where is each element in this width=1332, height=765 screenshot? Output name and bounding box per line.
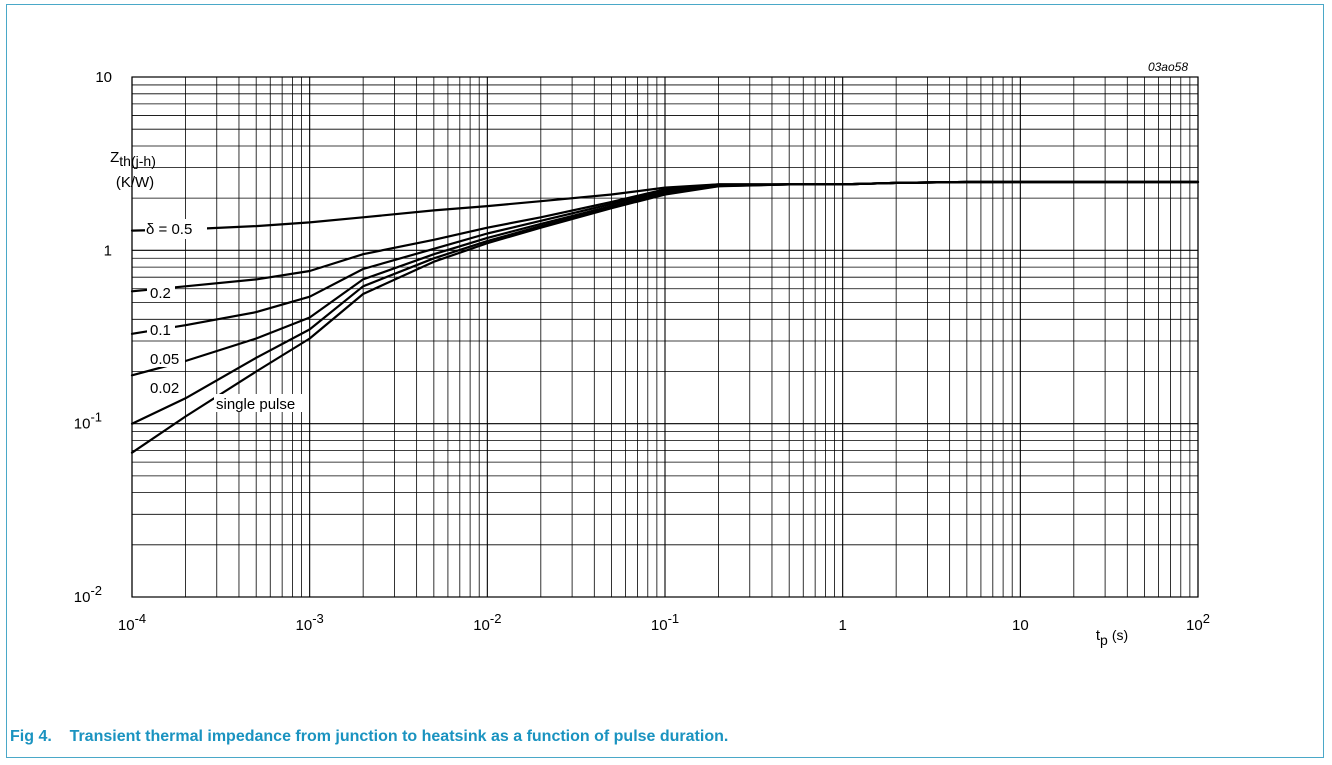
label-bg bbox=[145, 219, 207, 239]
y-axis-unit: (K/W) bbox=[116, 174, 154, 191]
y-axis-label-main: Z bbox=[110, 149, 119, 166]
y-axis-label: Zth(j-h) bbox=[110, 149, 156, 169]
y-tick-label: 10-1 bbox=[74, 410, 102, 433]
curve-label-0.1: 0.1 bbox=[150, 322, 171, 339]
figure-id: 03ao58 bbox=[1148, 60, 1188, 74]
curve-label-single-pulse: single pulse bbox=[216, 396, 295, 413]
series-line-single-pulse bbox=[130, 180, 1200, 454]
plot-border bbox=[131, 76, 1199, 598]
major-gridlines bbox=[131, 76, 1199, 598]
x-tick-labels: 10-4 10-3 10-2 10-1 1 10 102 bbox=[118, 611, 1210, 634]
caption-fig-label: Fig 4. bbox=[10, 728, 52, 745]
label-bg bbox=[147, 349, 185, 367]
y-tick-label: 10-2 bbox=[74, 583, 102, 606]
caption-text: Transient thermal impedance from junctio… bbox=[69, 728, 729, 745]
curve-label-0.5: δ = 0.5 bbox=[146, 221, 192, 238]
x-axis-label-unit: (s) bbox=[1112, 627, 1128, 643]
x-tick-label: 10-1 bbox=[651, 611, 679, 634]
label-bg bbox=[147, 320, 175, 338]
y-axis-label-sub: th(j-h) bbox=[119, 153, 156, 169]
x-axis-label-sub: p bbox=[1100, 632, 1108, 648]
label-bg bbox=[147, 379, 185, 397]
y-tick-labels: 10 1 10-1 10-2 bbox=[74, 69, 112, 606]
curve-label-0.05: 0.05 bbox=[150, 351, 179, 368]
x-tick-label: 10 bbox=[1012, 617, 1029, 634]
label-bg bbox=[214, 394, 304, 412]
x-tick-label: 10-2 bbox=[473, 611, 501, 634]
curve-labels: δ = 0.5 0.2 0.1 0.05 0.02 single pulse bbox=[145, 219, 304, 413]
x-tick-label: 102 bbox=[1186, 611, 1210, 634]
y-tick-label: 10 bbox=[95, 69, 112, 86]
curve-label-0.2: 0.2 bbox=[150, 285, 171, 302]
x-axis-label: tp (s) bbox=[1096, 627, 1128, 648]
label-bg bbox=[147, 283, 175, 301]
figure-caption: Fig 4. Transient thermal impedance from … bbox=[10, 728, 728, 746]
x-tick-label: 1 bbox=[838, 617, 846, 634]
x-axis-label-main: t bbox=[1096, 627, 1101, 644]
x-tick-label: 10-4 bbox=[118, 611, 146, 634]
curve-label-0.02: 0.02 bbox=[150, 380, 179, 397]
y-tick-label: 1 bbox=[104, 242, 112, 259]
x-tick-label: 10-3 bbox=[296, 611, 324, 634]
curves bbox=[130, 180, 1200, 454]
